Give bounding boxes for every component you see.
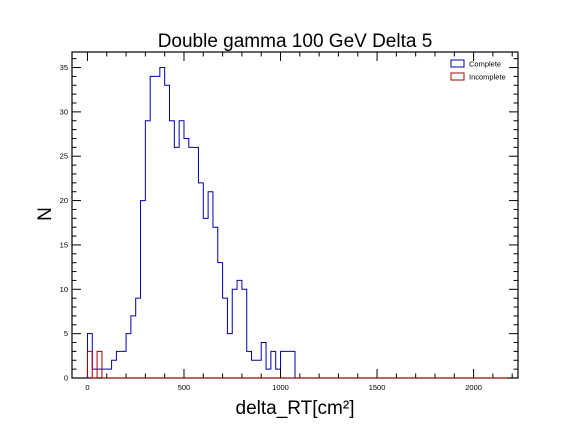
x-tick-label: 1000 xyxy=(272,383,289,392)
y-tick-label: 35 xyxy=(60,63,68,72)
legend-swatch-complete xyxy=(450,59,465,68)
legend-swatch-incomplete xyxy=(450,72,465,81)
plot-area: 0 500 1000 1500 2000 0 5 10 15 20 25 30 35 xyxy=(60,51,519,392)
legend-label-incomplete: Incomplete xyxy=(469,73,506,82)
y-tick-label: 0 xyxy=(64,374,68,383)
y-tick-label: 5 xyxy=(64,329,68,338)
series-incomplete-step xyxy=(86,350,508,379)
x-tick-label: 2000 xyxy=(465,383,482,392)
y-axis-title: N xyxy=(35,207,56,221)
y-tick-label: 20 xyxy=(60,196,68,205)
x-tick-label: 1500 xyxy=(369,383,386,392)
x-tick-label: 500 xyxy=(178,383,191,392)
legend: Complete Incomplete xyxy=(450,59,506,82)
y-tick-label: 25 xyxy=(60,152,68,161)
x-tick-label: 0 xyxy=(85,383,89,392)
y-tick-label: 15 xyxy=(60,240,68,249)
x-axis-title: delta_RT[cm²] xyxy=(236,398,355,419)
y-tick-label: 10 xyxy=(60,285,68,294)
y-tick-label: 30 xyxy=(60,107,68,116)
legend-label-complete: Complete xyxy=(469,60,501,69)
chart-title: Double gamma 100 GeV Delta 5 xyxy=(158,31,433,52)
